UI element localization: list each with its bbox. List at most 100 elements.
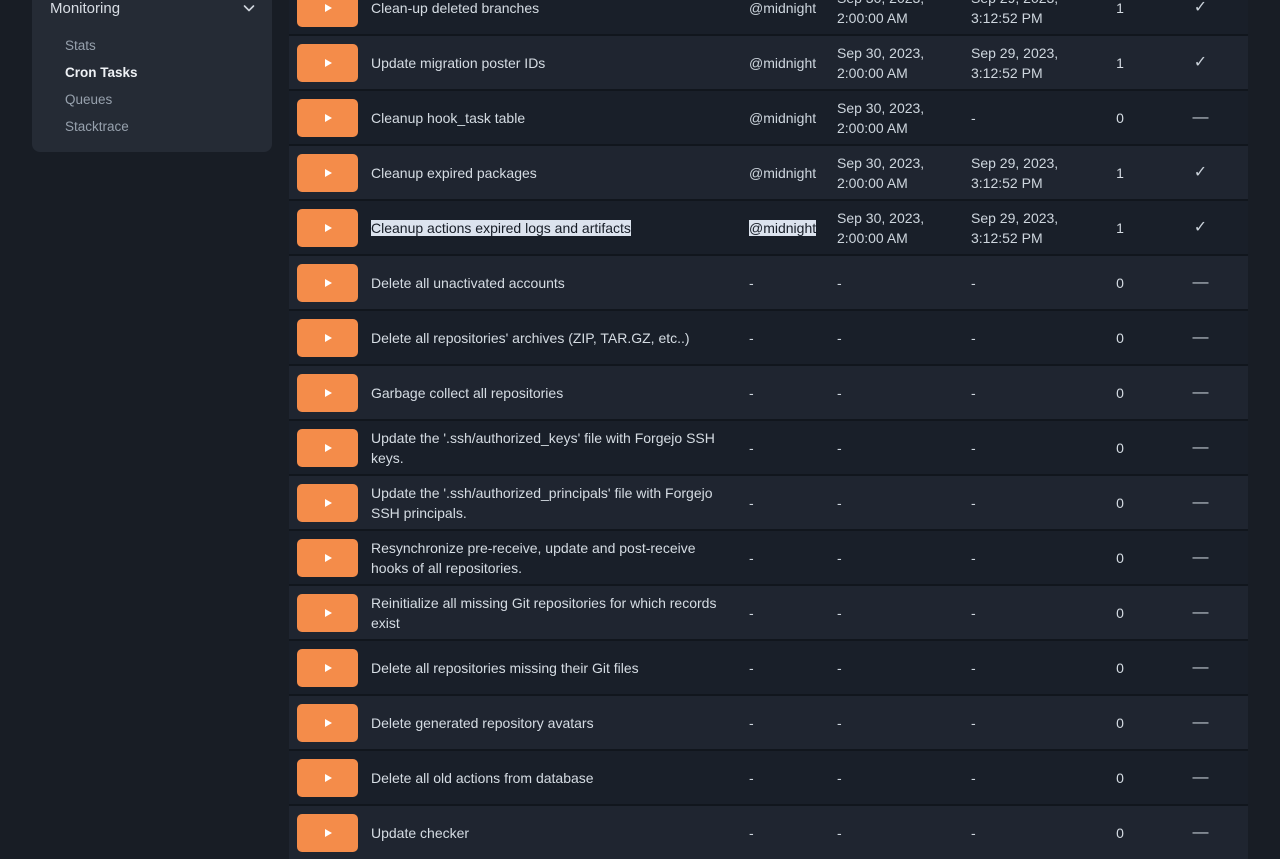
check-icon: ✓ (1193, 0, 1208, 16)
dash-icon: — (1192, 713, 1209, 731)
task-schedule-cell: @midnight (741, 0, 829, 18)
chevron-down-icon[interactable] (242, 1, 256, 15)
sidebar-item-queues[interactable]: Queues (32, 86, 272, 113)
task-exec-times: 1 (1116, 164, 1124, 181)
run-task-button[interactable] (297, 483, 358, 522)
task-schedule-cell: - (741, 658, 829, 678)
run-cell (289, 813, 371, 852)
task-next-run: - (837, 659, 842, 676)
task-name-cell: Delete generated repository avatars (371, 713, 741, 733)
run-task-button[interactable] (297, 593, 358, 632)
sidebar-section-monitoring[interactable]: Monitoring (32, 0, 272, 22)
task-last-run: Sep 29, 2023, 3:12:52 PM (971, 209, 1059, 246)
task-schedule-cell: - (741, 383, 829, 403)
task-exec-times: 0 (1116, 109, 1124, 126)
play-icon (325, 168, 332, 177)
sidebar-item-label: Queues (65, 92, 113, 107)
sidebar-item-stats[interactable]: Stats (32, 32, 272, 59)
task-name: Clean-up deleted branches (371, 0, 540, 16)
sidebar-item-label: Cron Tasks (65, 65, 138, 80)
task-last-run: - (971, 109, 976, 126)
table-row: Cleanup expired packages @midnight Sep 3… (289, 144, 1248, 199)
dash-icon: — (1192, 108, 1209, 126)
task-exec-times: 0 (1116, 439, 1124, 456)
task-name: Delete all repositories missing their Gi… (371, 659, 639, 676)
task-name: Cleanup actions expired logs and artifac… (371, 219, 631, 236)
task-schedule: - (749, 604, 754, 621)
table-row: Update the '.ssh/authorized_keys' file w… (289, 419, 1248, 474)
run-task-button[interactable] (297, 153, 358, 192)
task-schedule-cell: @midnight (741, 218, 829, 238)
run-task-button[interactable] (297, 263, 358, 302)
task-next-run: - (837, 549, 842, 566)
sidebar-item-stacktrace[interactable]: Stacktrace (32, 113, 272, 140)
task-exec-times: 0 (1116, 714, 1124, 731)
task-name: Cleanup expired packages (371, 164, 537, 181)
table-row: Update the '.ssh/authorized_principals' … (289, 474, 1248, 529)
task-status-cell: ✓ (1153, 53, 1248, 73)
task-exec-times: 0 (1116, 769, 1124, 786)
sidebar-item-cron-tasks[interactable]: Cron Tasks (32, 59, 272, 86)
task-exec-times: 1 (1116, 0, 1124, 16)
task-name: Update migration poster IDs (371, 54, 546, 71)
run-task-button[interactable] (297, 813, 358, 852)
run-task-button[interactable] (297, 98, 358, 137)
run-task-button[interactable] (297, 648, 358, 687)
task-exec-times: 1 (1116, 54, 1124, 71)
task-name-cell: Garbage collect all repositories (371, 383, 741, 403)
task-status-cell: — (1153, 768, 1248, 788)
task-next-run: - (837, 604, 842, 621)
table-row: Clean-up deleted branches @midnight Sep … (289, 0, 1248, 34)
task-schedule: - (749, 329, 754, 346)
run-cell (289, 373, 371, 412)
table-row: Delete all old actions from database - -… (289, 749, 1248, 804)
cron-tasks-table: Clean-up deleted branches @midnight Sep … (289, 0, 1248, 859)
run-task-button[interactable] (297, 0, 358, 27)
run-cell (289, 758, 371, 797)
task-exec-times: 0 (1116, 494, 1124, 511)
task-name: Reinitialize all missing Git repositorie… (371, 594, 717, 631)
play-icon (325, 773, 332, 782)
task-schedule: - (749, 274, 754, 291)
task-status-cell: — (1153, 438, 1248, 458)
task-next-run: Sep 30, 2023, 2:00:00 AM (837, 44, 925, 81)
task-schedule-cell: - (741, 823, 829, 843)
dash-icon: — (1192, 603, 1209, 621)
check-icon: ✓ (1193, 163, 1208, 181)
run-task-button[interactable] (297, 373, 358, 412)
task-schedule-cell: - (741, 713, 829, 733)
task-exec-times: 0 (1116, 824, 1124, 841)
task-schedule: - (749, 714, 754, 731)
dash-icon: — (1192, 328, 1209, 346)
task-name: Update the '.ssh/authorized_principals' … (371, 484, 713, 521)
task-schedule: @midnight (749, 164, 817, 181)
run-task-button[interactable] (297, 318, 358, 357)
task-exec-times: 0 (1116, 659, 1124, 676)
run-task-button[interactable] (297, 43, 358, 82)
run-cell (289, 208, 371, 247)
task-name-cell: Reinitialize all missing Git repositorie… (371, 593, 741, 633)
dash-icon: — (1192, 823, 1209, 841)
task-name-cell: Cleanup expired packages (371, 163, 741, 183)
play-icon (325, 223, 332, 232)
task-name-cell: Delete all repositories' archives (ZIP, … (371, 328, 741, 348)
task-name-cell: Resynchronize pre-receive, update and po… (371, 538, 741, 578)
task-schedule: @midnight (749, 54, 817, 71)
task-next-run: - (837, 824, 842, 841)
task-last-run: - (971, 494, 976, 511)
task-status-cell: — (1153, 658, 1248, 678)
task-last-run: - (971, 549, 976, 566)
table-row: Cleanup actions expired logs and artifac… (289, 199, 1248, 254)
run-task-button[interactable] (297, 703, 358, 742)
task-status-cell: — (1153, 108, 1248, 128)
table-row: Garbage collect all repositories - - - 0… (289, 364, 1248, 419)
run-task-button[interactable] (297, 758, 358, 797)
task-next-run: Sep 30, 2023, 2:00:00 AM (837, 99, 925, 136)
task-status-cell: ✓ (1153, 218, 1248, 238)
run-task-button[interactable] (297, 428, 358, 467)
task-schedule: - (749, 824, 754, 841)
task-exec-times: 1 (1116, 219, 1124, 236)
run-task-button[interactable] (297, 208, 358, 247)
play-icon (325, 113, 332, 122)
run-task-button[interactable] (297, 538, 358, 577)
